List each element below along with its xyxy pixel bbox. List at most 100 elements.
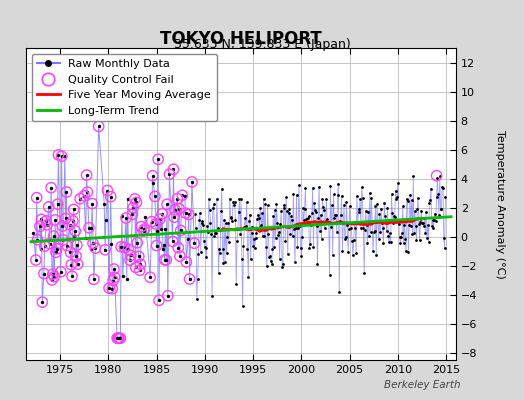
Point (396, 234, 404, 240)
Point (278, 264, 286, 270)
Point (264, 231, 272, 238)
Point (320, 206, 328, 213)
Point (388, 210, 397, 216)
Point (105, 285, 113, 291)
Point (270, 207, 279, 213)
Point (309, 185, 317, 191)
Point (109, 277, 117, 284)
Point (151, 221, 160, 227)
Point (117, 244, 125, 250)
Point (248, 230, 256, 236)
Point (377, 206, 385, 212)
Point (50, 274, 59, 280)
Point (378, 220, 386, 226)
Point (267, 257, 275, 264)
Point (387, 239, 395, 246)
Point (202, 254, 211, 260)
Point (91, 245, 100, 251)
Point (110, 266, 118, 272)
Point (240, 224, 248, 230)
Point (321, 225, 329, 231)
Point (51, 217, 59, 223)
Point (347, 225, 355, 231)
Point (32, 194, 41, 201)
Point (229, 199, 237, 205)
Point (31, 257, 40, 263)
Point (129, 204, 137, 211)
Point (387, 191, 396, 198)
Point (348, 238, 356, 244)
Point (386, 230, 394, 236)
Point (395, 221, 403, 227)
Point (281, 238, 289, 244)
Point (269, 213, 277, 219)
Point (170, 214, 179, 220)
Point (58, 153, 66, 160)
Point (375, 236, 383, 242)
Point (233, 238, 241, 244)
Point (430, 217, 439, 224)
Point (52, 246, 61, 252)
Point (37, 246, 45, 252)
Point (196, 248, 205, 255)
Point (82, 172, 91, 178)
Point (394, 180, 402, 186)
Point (250, 236, 258, 242)
Point (207, 231, 215, 238)
Point (118, 273, 127, 280)
Point (90, 276, 98, 282)
Point (434, 191, 442, 198)
Point (37, 216, 46, 223)
Point (101, 246, 109, 253)
Point (332, 212, 340, 218)
Point (105, 285, 113, 291)
Point (210, 201, 218, 207)
Point (157, 226, 166, 232)
Point (405, 222, 413, 228)
Point (211, 230, 220, 237)
Point (217, 208, 225, 215)
Point (137, 224, 146, 230)
Point (333, 229, 341, 236)
Point (338, 248, 346, 254)
Point (85, 224, 93, 231)
Point (268, 246, 277, 252)
Point (184, 211, 193, 218)
Point (165, 171, 173, 177)
Point (355, 209, 364, 215)
Point (228, 218, 236, 224)
Point (419, 220, 427, 227)
Point (148, 172, 157, 179)
Point (185, 276, 194, 282)
Point (321, 218, 330, 224)
Point (136, 261, 145, 268)
Point (230, 202, 238, 208)
Point (140, 226, 149, 232)
Point (124, 246, 133, 252)
Point (152, 242, 161, 249)
Point (82, 234, 90, 241)
Point (411, 208, 419, 214)
Point (231, 216, 239, 223)
Point (181, 192, 189, 199)
Point (422, 208, 430, 215)
Point (371, 202, 379, 209)
Point (52, 249, 60, 256)
Point (213, 225, 222, 231)
Point (311, 206, 319, 213)
Point (414, 221, 423, 227)
Point (182, 259, 191, 265)
Point (403, 197, 412, 204)
Point (63, 242, 71, 249)
Point (315, 184, 323, 190)
Point (155, 297, 163, 304)
Point (217, 185, 226, 192)
Point (243, 246, 252, 252)
Point (169, 166, 178, 172)
Point (341, 236, 349, 243)
Point (432, 194, 441, 200)
Point (33, 236, 41, 243)
Point (396, 240, 405, 246)
Point (72, 253, 80, 259)
Point (53, 201, 62, 208)
